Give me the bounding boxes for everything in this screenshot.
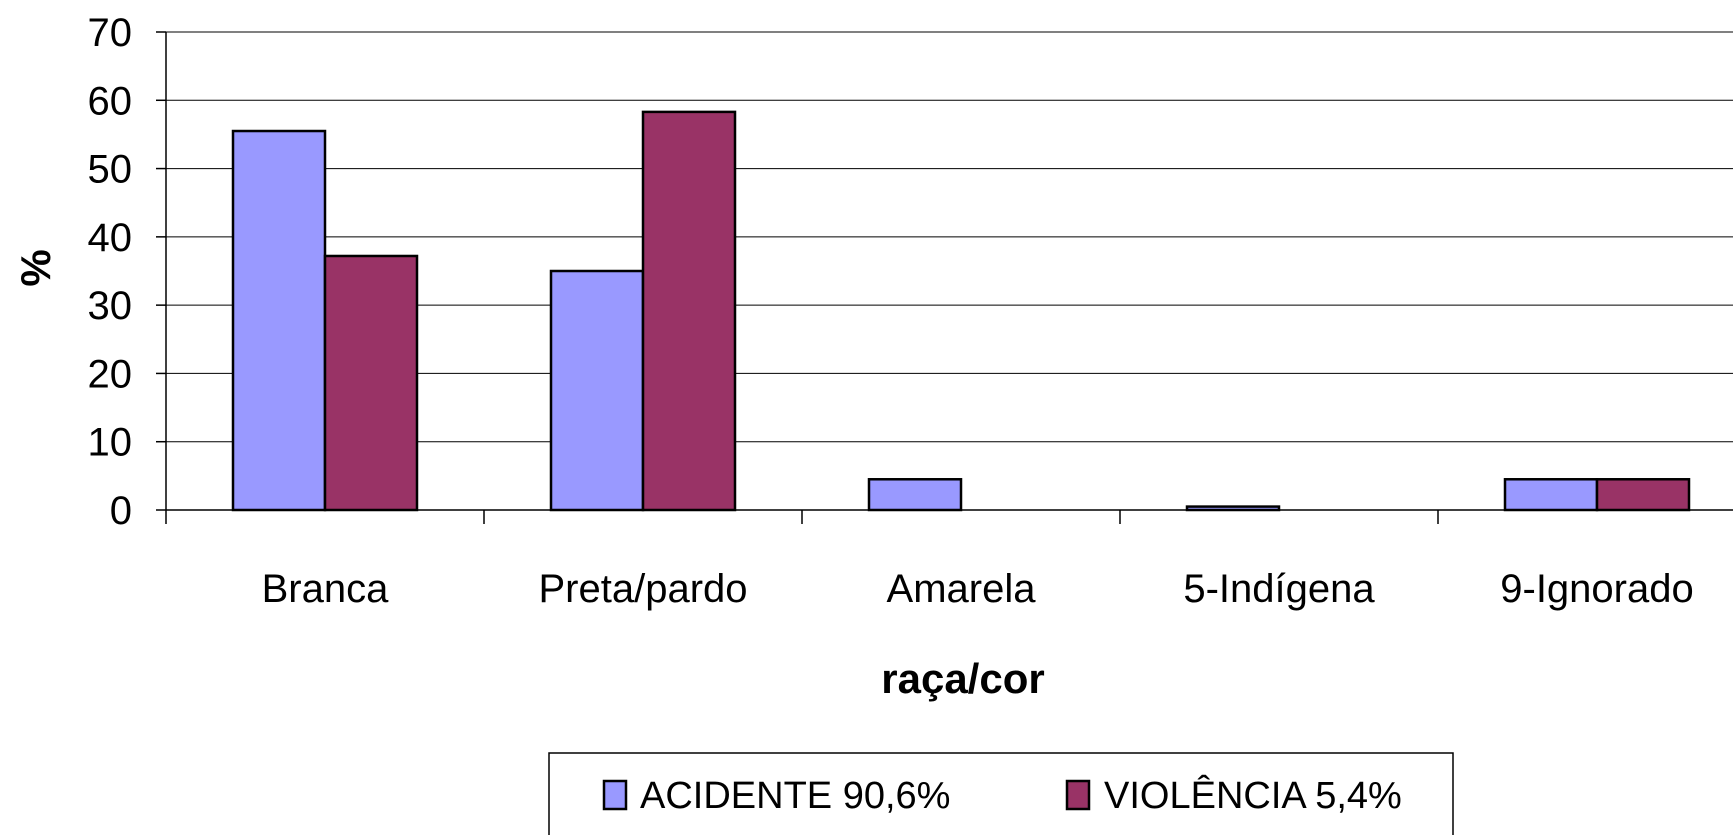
- y-axis-title: %: [12, 249, 59, 286]
- x-tick-label: Preta/pardo: [538, 567, 747, 611]
- x-tick-labels: Branca Preta/pardo Amarela 5-Indígena 9-Igno…: [262, 567, 1694, 611]
- bar-acidente-4: [1503, 478, 1599, 512]
- y-tick-label: 40: [88, 216, 133, 260]
- x-tick-label: Amarela: [887, 567, 1037, 611]
- grid-lines: [166, 31, 1733, 443]
- bar-violencia-0: [323, 254, 419, 512]
- bar-violencia-1: [641, 110, 737, 512]
- x-tick-label: 9-Ignorado: [1500, 567, 1693, 611]
- x-tick-label: Branca: [262, 567, 389, 611]
- y-tick-label: 20: [88, 352, 133, 396]
- bars-group: [231, 110, 1691, 512]
- bar-acidente-2: [867, 478, 963, 512]
- x-tick-label: 5-Indígena: [1183, 567, 1375, 611]
- y-tick-labels: 0 10 20 30 40 50 60 70: [88, 11, 133, 533]
- legend-swatch-acidente: [602, 779, 628, 811]
- x-axis-title: raça/cor: [881, 655, 1044, 702]
- bar-acidente-0: [231, 129, 327, 512]
- y-tick-label: 0: [110, 489, 132, 533]
- bar-violencia-4: [1595, 478, 1691, 512]
- bar-acidente-1: [549, 269, 645, 512]
- y-tick-label: 60: [88, 79, 133, 123]
- legend-label-acidente: ACIDENTE 90,6%: [640, 775, 950, 817]
- legend-frame: [548, 752, 1454, 835]
- axes: [156, 31, 1733, 524]
- legend: ACIDENTE 90,6% VIOLÊNCIA 5,4%: [548, 752, 1454, 835]
- y-tick-label: 30: [88, 284, 133, 328]
- y-tick-label: 50: [88, 148, 133, 192]
- legend-swatch-violencia: [1065, 779, 1091, 811]
- y-tick-label: 70: [88, 11, 133, 55]
- legend-label-violencia: VIOLÊNCIA 5,4%: [1104, 774, 1402, 817]
- y-tick-label: 10: [88, 421, 133, 465]
